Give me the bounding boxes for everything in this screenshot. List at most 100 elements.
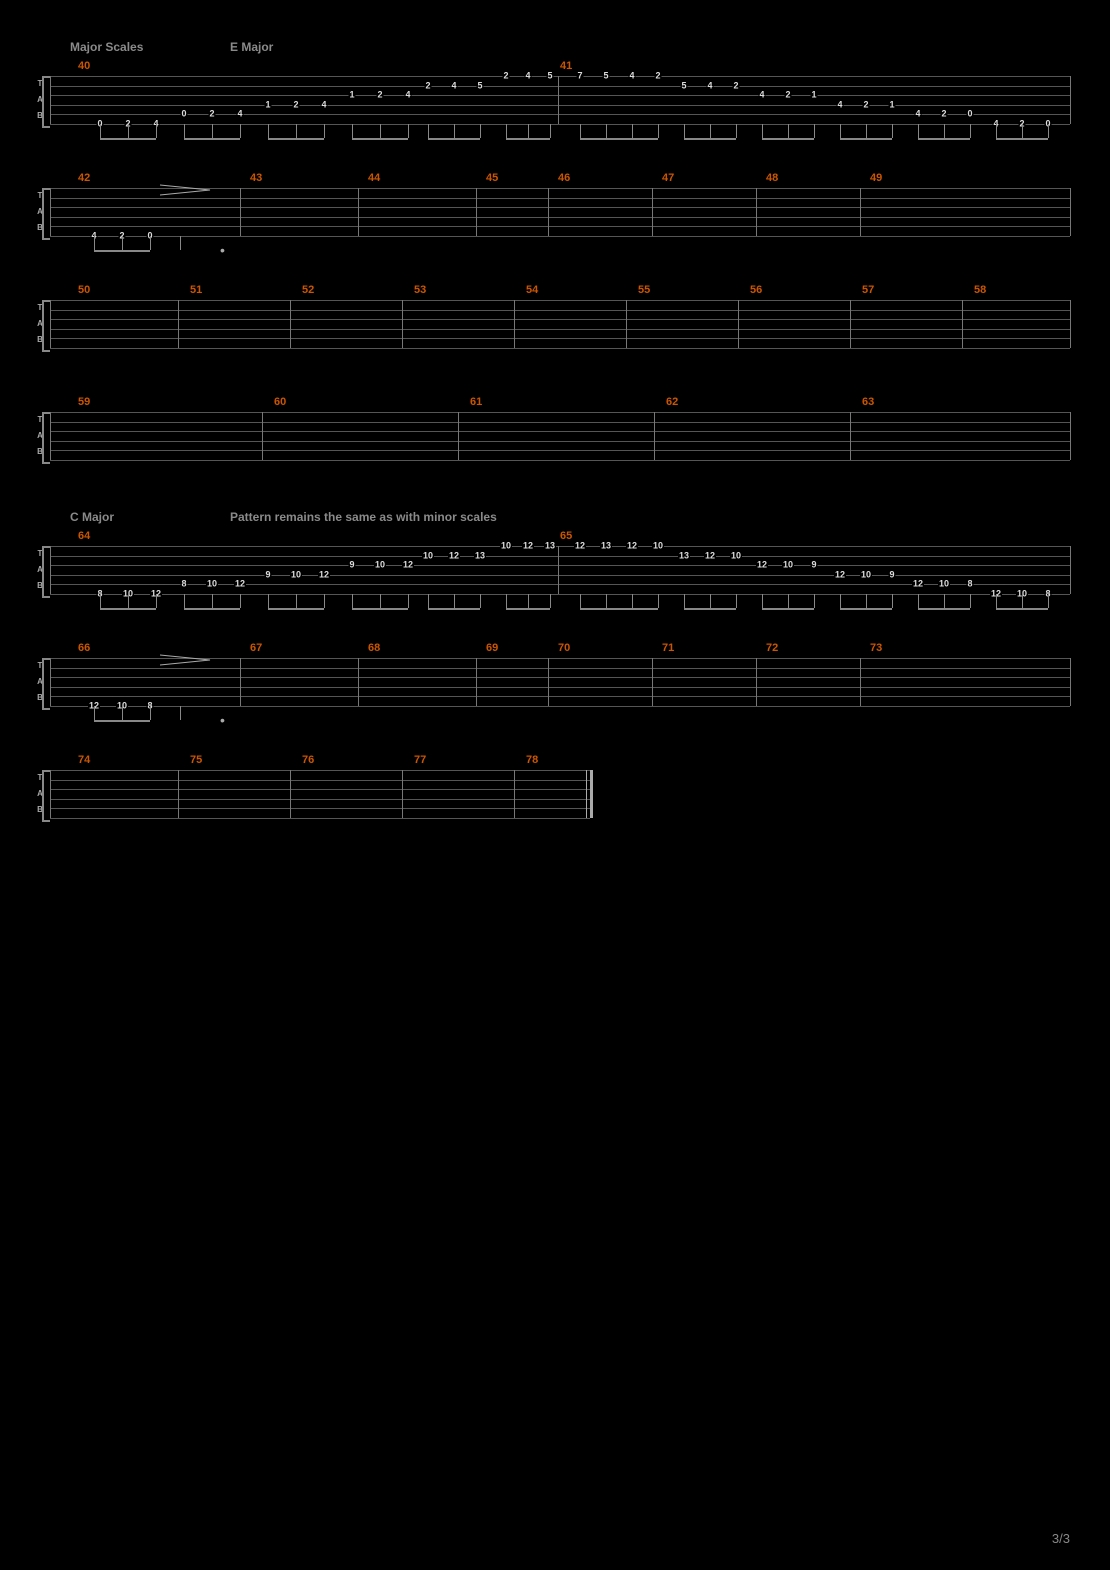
fret-number: 10 bbox=[860, 570, 872, 579]
fret-number: 8 bbox=[966, 580, 973, 589]
system-bracket bbox=[42, 770, 50, 822]
page-number: 3/3 bbox=[1052, 1531, 1070, 1546]
fret-number: 12 bbox=[834, 570, 846, 579]
measure-number: 69 bbox=[486, 642, 498, 654]
note-stems bbox=[50, 124, 1070, 144]
fret-number: 12 bbox=[234, 580, 246, 589]
fret-number: 13 bbox=[678, 551, 690, 560]
fret-number: 10 bbox=[500, 542, 512, 551]
fret-number: 12 bbox=[912, 580, 924, 589]
fret-number: 9 bbox=[348, 561, 355, 570]
measure-number: 60 bbox=[274, 396, 286, 408]
fret-number: 7 bbox=[576, 72, 583, 81]
measure-number: 74 bbox=[78, 754, 90, 766]
fret-number: 2 bbox=[940, 110, 947, 119]
note-stems bbox=[50, 818, 590, 838]
tab-section: Major ScalesE MajorTAB404102402412412424… bbox=[30, 40, 1080, 508]
fret-number: 0 bbox=[966, 110, 973, 119]
fret-number: 5 bbox=[476, 81, 483, 90]
fret-number: 5 bbox=[602, 72, 609, 81]
fret-number: 4 bbox=[320, 100, 327, 109]
measure-number: 44 bbox=[368, 172, 380, 184]
measure-number: 61 bbox=[470, 396, 482, 408]
measure-number: 56 bbox=[750, 284, 762, 296]
fret-number: 13 bbox=[474, 551, 486, 560]
measure-number: 64 bbox=[78, 530, 90, 542]
measure-numbers: 505152535455565758 bbox=[50, 284, 1070, 296]
note-stems bbox=[50, 706, 1070, 726]
staff-row: TAB5960616263 bbox=[30, 396, 1080, 468]
measure-number: 75 bbox=[190, 754, 202, 766]
section-title: C Major bbox=[70, 510, 190, 524]
repeat-marker-icon: • bbox=[220, 242, 225, 258]
measure-number: 70 bbox=[558, 642, 570, 654]
measure-number: 59 bbox=[78, 396, 90, 408]
section-subtitle: Pattern remains the same as with minor s… bbox=[230, 510, 497, 524]
staff-area: 4041024024124124245245754254242142142042… bbox=[50, 60, 1070, 132]
note-stems bbox=[50, 594, 1070, 614]
measure-number: 47 bbox=[662, 172, 674, 184]
fret-number: 4 bbox=[236, 110, 243, 119]
section-header: C Major Pattern remains the same as with … bbox=[30, 510, 1080, 524]
fret-number: 2 bbox=[424, 81, 431, 90]
staff-area: 7475767778 bbox=[50, 754, 590, 826]
fret-number: 4 bbox=[524, 72, 531, 81]
measure-number: 66 bbox=[78, 642, 90, 654]
tab-notes bbox=[50, 412, 1070, 460]
fret-number: 10 bbox=[374, 561, 386, 570]
measure-number: 51 bbox=[190, 284, 202, 296]
measure-number: 63 bbox=[862, 396, 874, 408]
barline bbox=[1070, 658, 1071, 706]
measure-number: 53 bbox=[414, 284, 426, 296]
system-bracket bbox=[42, 412, 50, 464]
fret-number: 12 bbox=[704, 551, 716, 560]
fret-number: 10 bbox=[938, 580, 950, 589]
staff-row: TAB7475767778 bbox=[30, 754, 1080, 826]
measure-number: 72 bbox=[766, 642, 778, 654]
fret-number: 4 bbox=[914, 110, 921, 119]
staff-area: 505152535455565758 bbox=[50, 284, 1070, 356]
system-bracket bbox=[42, 658, 50, 710]
tab-notes: 12108 bbox=[50, 658, 1070, 706]
fret-number: 12 bbox=[318, 570, 330, 579]
measure-number: 65 bbox=[560, 530, 572, 542]
fret-number: 9 bbox=[264, 570, 271, 579]
staff-row: TAB6465810128101291012910121012131012131… bbox=[30, 530, 1080, 602]
fret-number: 10 bbox=[652, 542, 664, 551]
fret-number: 12 bbox=[626, 542, 638, 551]
barline bbox=[1070, 76, 1071, 124]
fret-number: 10 bbox=[290, 570, 302, 579]
staff-area: 5960616263 bbox=[50, 396, 1070, 468]
note-stems bbox=[50, 460, 1070, 480]
section-subtitle: E Major bbox=[230, 40, 273, 54]
barline bbox=[1070, 412, 1071, 460]
measure-number: 48 bbox=[766, 172, 778, 184]
fret-number: 2 bbox=[862, 100, 869, 109]
fret-number: 12 bbox=[402, 561, 414, 570]
tab-notes bbox=[50, 770, 590, 818]
tab-section: C Major Pattern remains the same as with … bbox=[30, 510, 1080, 866]
final-barline bbox=[590, 770, 593, 818]
tab-notes: 0240241241242452457542542421421420420 bbox=[50, 76, 1070, 124]
decrescendo-icon bbox=[160, 182, 210, 192]
note-stems bbox=[50, 236, 1070, 256]
fret-number: 4 bbox=[404, 91, 411, 100]
fret-number: 2 bbox=[376, 91, 383, 100]
measure-number: 54 bbox=[526, 284, 538, 296]
staff-row: TAB4243444546474849420• bbox=[30, 172, 1080, 244]
measure-number: 43 bbox=[250, 172, 262, 184]
tab-notes: 8101281012910129101210121310121312131210… bbox=[50, 546, 1070, 594]
measure-number: 78 bbox=[526, 754, 538, 766]
staff-row: TAB505152535455565758 bbox=[30, 284, 1080, 356]
fret-number: 2 bbox=[732, 81, 739, 90]
fret-number: 4 bbox=[450, 81, 457, 90]
system-bracket bbox=[42, 76, 50, 128]
fret-number: 4 bbox=[758, 91, 765, 100]
fret-number: 5 bbox=[680, 81, 687, 90]
fret-number: 1 bbox=[810, 91, 817, 100]
fret-number: 2 bbox=[784, 91, 791, 100]
measure-number: 67 bbox=[250, 642, 262, 654]
measure-number: 71 bbox=[662, 642, 674, 654]
fret-number: 13 bbox=[600, 542, 612, 551]
fret-number: 2 bbox=[654, 72, 661, 81]
